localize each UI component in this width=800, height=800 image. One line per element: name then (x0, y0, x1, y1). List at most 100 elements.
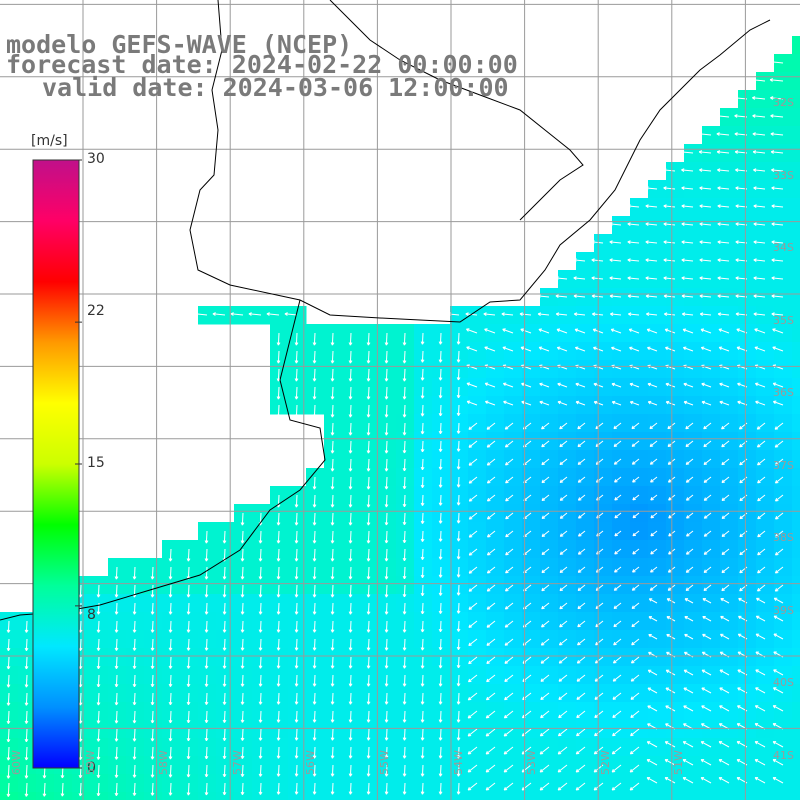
wind-arrow (703, 476, 712, 483)
wind-arrow (503, 746, 514, 755)
wind-arrow (186, 602, 191, 615)
field-cell (666, 558, 685, 577)
field-cell (630, 378, 649, 397)
field-cell (504, 756, 523, 775)
field-cell (540, 306, 559, 325)
wind-arrow (505, 476, 514, 484)
field-cell (576, 288, 595, 307)
wind-arrow (366, 584, 371, 598)
wind-arrow (647, 705, 658, 712)
wind-arrow (366, 638, 371, 651)
field-cell (198, 306, 217, 325)
field-cell (738, 414, 757, 433)
field-cell (774, 72, 793, 91)
wind-arrow (665, 687, 676, 694)
field-cell (612, 630, 631, 649)
wind-arrow (703, 566, 712, 573)
field-cell (468, 558, 487, 577)
field-cell (180, 792, 199, 800)
field-cell (576, 648, 595, 667)
wind-arrow (721, 458, 730, 466)
field-cell (720, 144, 739, 163)
field-cell (594, 576, 613, 595)
field-cell (756, 684, 775, 703)
wind-arrow (718, 346, 730, 352)
field-cell (684, 558, 703, 577)
lat-label: 41S (773, 748, 794, 762)
wind-arrow (501, 312, 514, 316)
wind-arrow (420, 350, 425, 363)
field-cell (540, 414, 559, 433)
wind-arrow (330, 386, 335, 400)
wind-arrow (186, 584, 191, 598)
wind-arrow (384, 476, 389, 490)
field-cell (522, 630, 541, 649)
wind-arrow (330, 404, 335, 418)
field-cell (774, 666, 793, 685)
wind-arrow (628, 328, 640, 334)
wind-arrow (556, 346, 568, 352)
wind-arrow (6, 656, 11, 670)
wind-arrow (576, 728, 586, 737)
field-cell (666, 702, 685, 721)
wind-arrow (559, 476, 568, 483)
field-cell (738, 558, 757, 577)
field-cell (702, 756, 721, 775)
field-cell (576, 468, 595, 487)
field-cell (684, 288, 703, 307)
field-cell (414, 792, 433, 800)
wind-arrow (456, 422, 461, 434)
wind-arrow (186, 746, 191, 760)
wind-arrow (721, 440, 730, 448)
wind-arrow (222, 656, 227, 669)
wind-arrow (438, 458, 443, 470)
field-cell (666, 234, 685, 253)
field-cell (702, 342, 721, 361)
wind-arrow (541, 602, 550, 610)
field-cell (558, 558, 577, 577)
wind-arrow (420, 584, 425, 597)
wind-arrow (683, 705, 694, 712)
field-cell (738, 270, 757, 289)
wind-arrow (721, 512, 730, 519)
field-cell (702, 288, 721, 307)
field-cell (792, 432, 800, 451)
field-cell (756, 540, 775, 559)
wind-arrow (276, 332, 281, 346)
field-cell (630, 756, 649, 775)
field-cell (612, 414, 631, 433)
lon-label: 59W (83, 750, 97, 775)
wind-arrow (614, 530, 622, 537)
field-cell (684, 450, 703, 469)
wind-arrow (719, 669, 730, 676)
wind-arrow (150, 746, 155, 760)
field-cell (558, 306, 577, 325)
wind-arrow (78, 764, 83, 779)
wind-arrow (276, 692, 281, 705)
wind-arrow (194, 312, 208, 316)
wind-arrow (150, 710, 155, 724)
field-cell (648, 378, 667, 397)
field-cell (774, 108, 793, 127)
lon-label: 58W (157, 750, 171, 775)
field-cell (792, 414, 800, 433)
wind-arrow (402, 458, 407, 472)
wind-arrow (186, 638, 191, 651)
wind-arrow (754, 328, 766, 334)
wind-arrow (752, 114, 766, 118)
field-cell (684, 666, 703, 685)
field-cell (738, 90, 757, 109)
wind-arrow (502, 328, 514, 334)
field-cell (738, 792, 757, 800)
wind-arrow (366, 728, 371, 741)
wind-arrow (24, 710, 29, 724)
wind-arrow (402, 674, 407, 687)
wind-arrow (114, 656, 119, 669)
field-cell (576, 666, 595, 685)
colorbar-tick-15: 15 (87, 455, 105, 471)
wind-arrow (366, 674, 371, 687)
field-cell (684, 630, 703, 649)
wind-arrow (559, 566, 568, 573)
wind-arrow (258, 584, 263, 598)
wind-arrow (468, 512, 478, 520)
